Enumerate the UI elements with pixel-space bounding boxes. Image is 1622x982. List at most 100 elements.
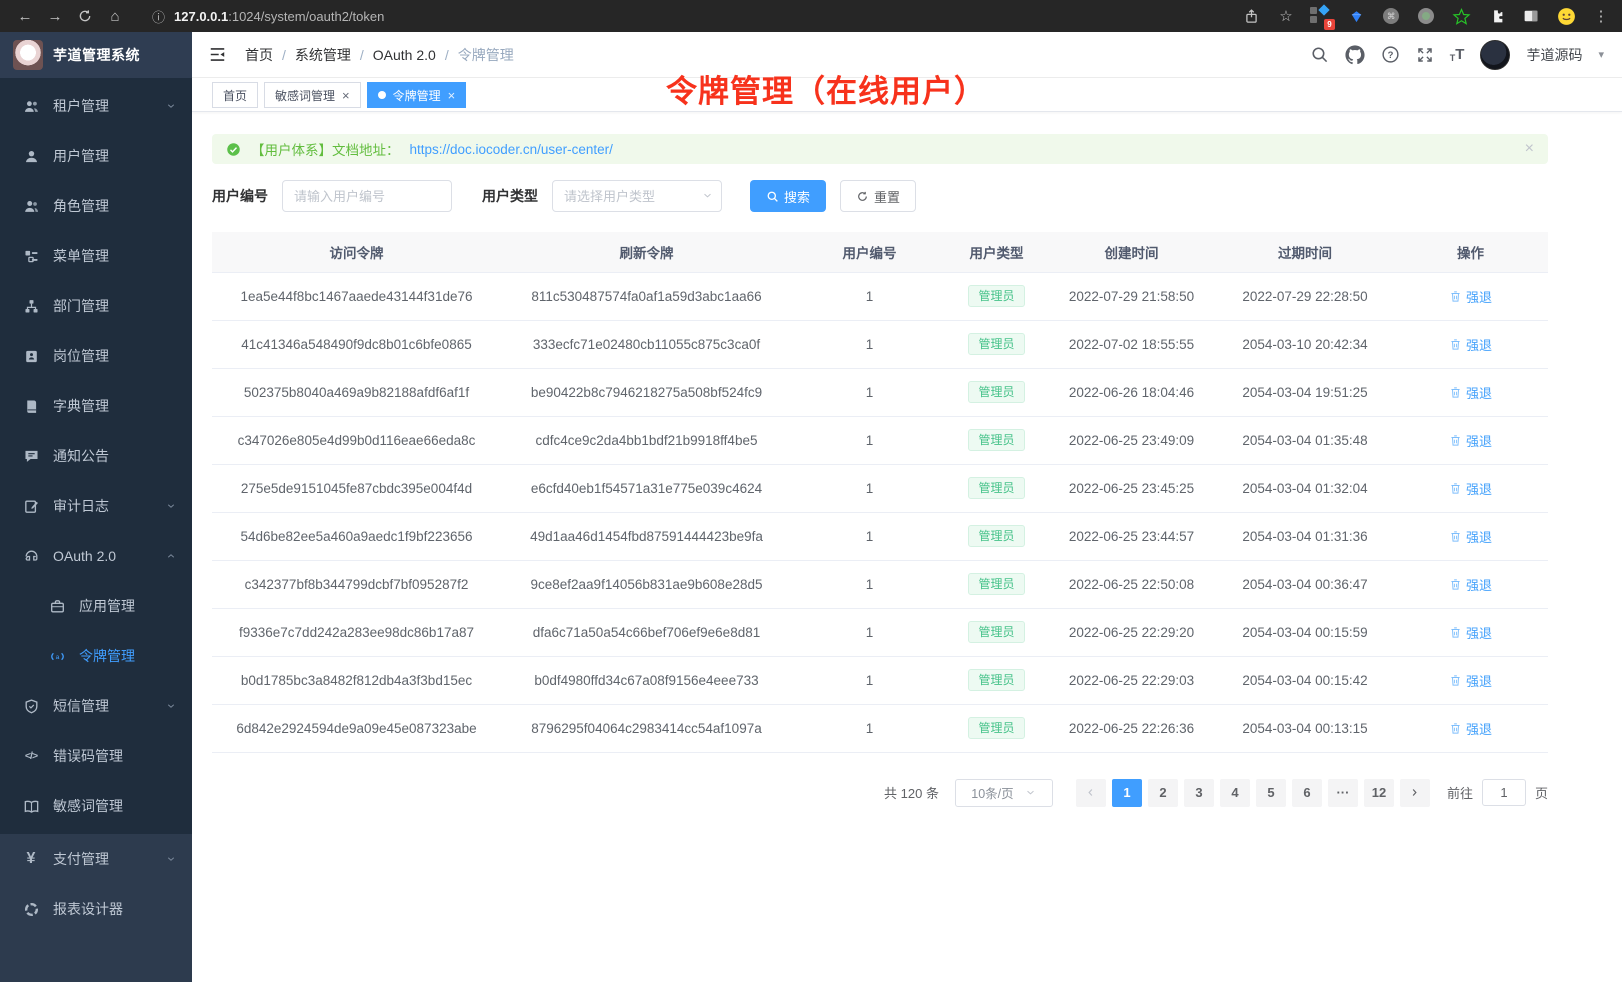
page-button-5[interactable]: 5 [1255,778,1286,807]
force-logout-button[interactable]: 强退 [1449,719,1492,738]
green-star-extension-icon[interactable] [1450,0,1472,32]
sidebar-item-label: 租户管理 [53,98,109,114]
help-icon[interactable]: ? [1381,45,1400,64]
search-icon[interactable] [1310,45,1329,64]
goto-page-input[interactable] [1481,779,1526,806]
sidebar-item-notice[interactable]: 通知公告 [0,431,192,481]
user-type-select[interactable] [552,180,722,212]
svg-text:⌘: ⌘ [1387,11,1395,21]
reload-icon[interactable] [70,0,100,32]
chevron-up-icon [165,550,177,562]
extensions-icon[interactable]: 9 [1310,4,1335,30]
sidebar-item-report-designer[interactable]: 报表设计器 [0,884,192,934]
record-extension-icon[interactable] [1415,0,1437,32]
page-button-1[interactable]: 1 [1111,778,1142,807]
user-id-input[interactable] [282,180,452,212]
breadcrumb-item[interactable]: 首页 [245,46,273,63]
command-extension-icon[interactable]: ⌘ [1380,0,1402,32]
sidebar-item-dict[interactable]: 字典管理 [0,381,192,431]
address-bar[interactable]: ⓘ 127.0.0.1:1024/system/oauth2/token [152,7,1224,26]
sidebar-item-pay[interactable]: ¥ 支付管理 [0,834,192,884]
sidebar-item-sensitive-word[interactable]: 敏感词管理 [0,781,192,831]
bookmark-star-icon[interactable]: ☆ [1279,8,1293,25]
tab-label: 令牌管理 [392,88,441,103]
page-button-12[interactable]: 12 [1363,778,1394,807]
tab-close-icon[interactable]: × [447,87,456,103]
github-icon[interactable] [1345,44,1365,65]
force-logout-button[interactable]: 强退 [1449,335,1492,354]
home-icon[interactable]: ⌂ [110,7,120,25]
force-logout-button[interactable]: 强退 [1449,671,1492,690]
sidebar-section-system: 租户管理用户管理 角色管理 菜单管理 部门管理 岗位管理 字典管理 通知公告 审计日志 OAut… [0,78,192,834]
share-icon[interactable] [1240,0,1262,32]
pager-more-button[interactable]: ··· [1327,778,1358,807]
table-row: c342377bf8b344799dcbf7bf095287f2 9ce8ef2a… [212,560,1548,609]
alert-close-icon[interactable]: × [1524,140,1534,157]
sidebar-item-audit-log[interactable]: 审计日志 [0,481,192,531]
page-button-2[interactable]: 2 [1147,778,1178,807]
gem-extension-icon[interactable] [1345,0,1367,32]
sidebar-item-sms[interactable]: 短信管理 [0,681,192,731]
app-logo[interactable]: 芋道管理系统 [0,32,192,78]
browser-menu-icon[interactable]: ⋮ [1593,8,1609,25]
hamburger-icon[interactable] [208,45,227,64]
sidebar-item-error-code[interactable]: </> 错误码管理 [0,731,192,781]
alert-text: 【用户体系】文档地址： [251,143,400,158]
user-avatar[interactable] [1480,39,1511,70]
user-menu-caret-icon[interactable]: ▾ [1598,49,1604,61]
puzzle-extension-icon[interactable] [1485,0,1507,32]
menu-tree-icon [22,247,40,265]
breadcrumb-item[interactable]: 系统管理 [294,46,351,63]
breadcrumb-item[interactable]: OAuth 2.0 [372,46,436,63]
cell-refresh-token: be90422b8c7946218275a508bf524fc9 [501,368,792,417]
tab-令牌管理[interactable]: 令牌管理 × [366,82,467,108]
sidebar-item-user[interactable]: 用户管理 [0,131,192,181]
user-name[interactable]: 芋道源码 [1526,46,1583,63]
sidebar-item-menu[interactable]: 菜单管理 [0,231,192,281]
sidebar-item-oauth2-token[interactable]: a 令牌管理 [0,631,192,681]
force-logout-button[interactable]: 强退 [1449,527,1492,546]
force-logout-button[interactable]: 强退 [1449,287,1492,306]
sidebar-item-oauth2[interactable]: OAuth 2.0 [0,531,192,581]
back-icon[interactable]: ← [17,7,33,25]
fullscreen-icon[interactable] [1416,46,1434,64]
sidebar-item-oauth2-application[interactable]: 应用管理 [0,581,192,631]
side-panel-icon[interactable] [1520,0,1542,32]
page-button-6[interactable]: 6 [1291,778,1322,807]
site-info-icon[interactable]: ⓘ [152,9,166,25]
reset-button[interactable]: 重置 [840,180,917,212]
doc-link[interactable]: https://doc.iocoder.cn/user-center/ [409,141,613,157]
cell-expire-time: 2054-03-04 19:51:25 [1217,368,1393,417]
prev-page-button[interactable] [1075,778,1106,807]
chevron-down-icon [165,100,177,112]
forward-icon[interactable]: → [47,7,63,25]
force-logout-button[interactable]: 强退 [1449,431,1492,450]
sidebar-item-tenant[interactable]: 租户管理 [0,81,192,131]
tab-敏感词管理[interactable]: 敏感词管理 × [264,82,361,108]
tab-close-icon[interactable]: × [342,87,350,103]
tab-首页[interactable]: 首页 [212,82,259,108]
sidebar-item-post[interactable]: 岗位管理 [0,331,192,381]
force-logout-button[interactable]: 强退 [1449,479,1492,498]
sidebar-item-label: 支付管理 [53,851,109,867]
page-size-select[interactable]: 10条/页 [954,778,1053,807]
force-logout-button[interactable]: 强退 [1449,575,1492,594]
force-logout-button[interactable]: 强退 [1449,383,1492,402]
next-page-button[interactable] [1399,778,1430,807]
force-logout-button[interactable]: 强退 [1449,623,1492,642]
cell-user-id: 1 [792,368,947,417]
page-button-3[interactable]: 3 [1183,778,1214,807]
cell-user-type: 管理员 [947,512,1046,561]
profile-avatar-icon[interactable] [1555,0,1577,32]
cell-create-time: 2022-07-29 21:58:50 [1046,272,1217,321]
search-button[interactable]: 搜索 [750,180,827,212]
page-button-4[interactable]: 4 [1219,778,1250,807]
sidebar-item-label: 错误码管理 [53,748,123,764]
cell-expire-time: 2054-03-04 00:36:47 [1217,560,1393,609]
open-book-icon [22,797,40,815]
user-type-select-input[interactable] [552,180,722,212]
sidebar-item-role[interactable]: 角色管理 [0,181,192,231]
sidebar-item-dept[interactable]: 部门管理 [0,281,192,331]
